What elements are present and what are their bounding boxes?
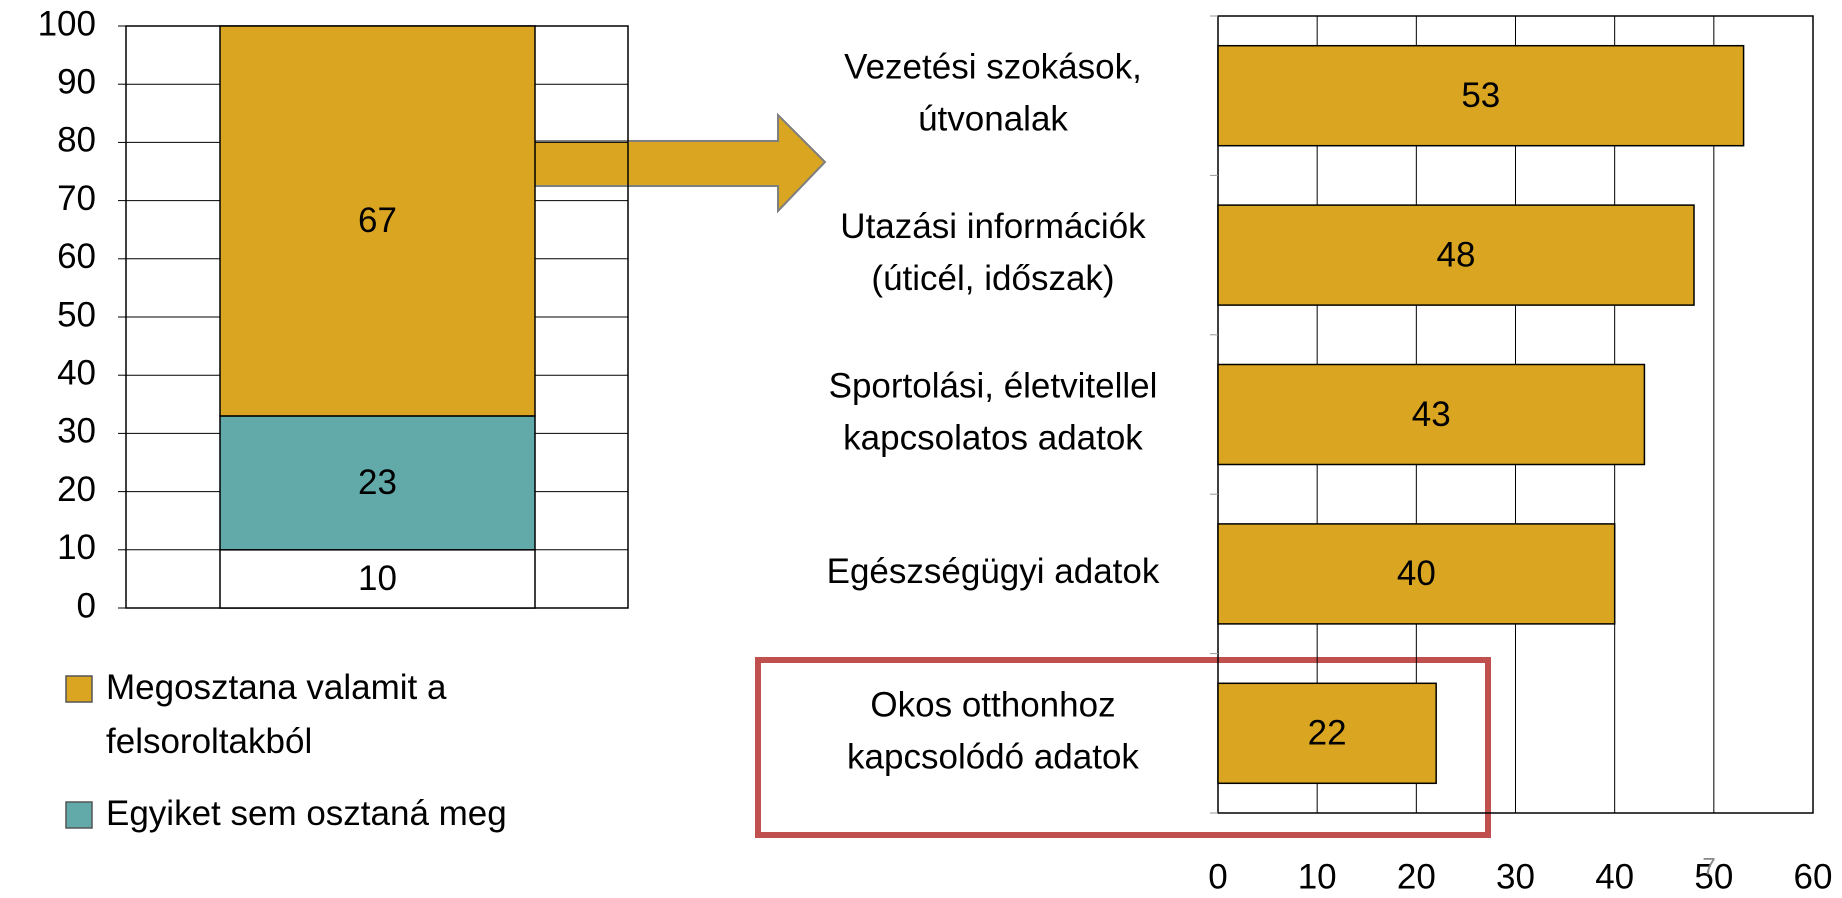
y-tick-label: 0 [77, 586, 96, 625]
category-label-line: (úticél, időszak) [871, 259, 1114, 298]
data-label: 22 [1308, 714, 1347, 753]
bar [1217, 44, 1745, 147]
y-tick-label: 10 [57, 528, 96, 567]
category-label: Okos otthonhoz kapcsolódó adatok [847, 686, 1139, 777]
bar [1217, 363, 1646, 466]
data-label: 43 [1412, 395, 1451, 434]
arrow [510, 112, 827, 214]
legend-label-line: Egyiket sem osztaná meg [106, 794, 507, 833]
data-label: 40 [1397, 554, 1436, 593]
x-tick-label: 20 [1397, 857, 1436, 896]
legend-label-line: Megosztana valamit a [106, 668, 447, 707]
legend-swatch [65, 801, 93, 829]
category-label: Egészségügyi adatok [827, 552, 1160, 591]
x-tick-label: 0 [1208, 857, 1227, 896]
category-label-line: Utazási információk [840, 207, 1146, 246]
y-tick-label: 70 [57, 179, 96, 218]
category-label-line: Egészségügyi adatok [827, 552, 1160, 591]
y-tick-label: 100 [38, 4, 96, 43]
legend-swatch [65, 675, 93, 703]
highlight-box [755, 657, 1491, 838]
x-tick-label: 60 [1794, 857, 1833, 896]
page-number: 7 [1702, 853, 1715, 880]
y-tick-label: 60 [57, 237, 96, 276]
y-tick-label: 20 [57, 470, 96, 509]
bar [1217, 682, 1437, 785]
category-label-line: Vezetési szokások, [844, 48, 1142, 87]
y-tick-label: 30 [57, 412, 96, 451]
category-label-line: kapcsolódó adatok [847, 738, 1139, 777]
y-tick-label: 40 [57, 353, 96, 392]
data-label: 48 [1437, 235, 1476, 274]
x-tick-label: 50 [1694, 857, 1733, 896]
data-label: 23 [358, 463, 397, 502]
legend-label: Megosztana valamit a felsoroltakból [106, 668, 447, 761]
bar-segment [219, 25, 536, 417]
category-label-line: Sportolási, életvitellel [829, 367, 1158, 406]
data-label: 67 [358, 201, 397, 240]
bar [1217, 204, 1695, 306]
y-tick-label: 80 [57, 121, 96, 160]
x-tick-label: 30 [1496, 857, 1535, 896]
category-label: Utazási információk (úticél, időszak) [840, 207, 1146, 298]
bar-segment [219, 549, 536, 609]
y-tick-label: 50 [57, 295, 96, 334]
category-label: Sportolási, életvitellel kapcsolatos adat… [829, 367, 1158, 458]
data-label: 10 [358, 559, 397, 598]
bar [1217, 523, 1616, 625]
category-label-line: kapcsolatos adatok [843, 419, 1143, 458]
category-label-line: Okos otthonhoz [870, 686, 1115, 725]
x-tick-label: 10 [1298, 857, 1337, 896]
y-tick-label: 90 [57, 62, 96, 101]
data-label: 53 [1461, 76, 1500, 115]
category-label: Vezetési szokások, útvonalak [844, 48, 1142, 139]
category-label-line: útvonalak [918, 100, 1068, 139]
bar-segment [219, 415, 536, 551]
legend-label-line: felsoroltakból [106, 722, 312, 761]
legend-label: Egyiket sem osztaná meg [106, 794, 507, 833]
x-tick-label: 40 [1595, 857, 1634, 896]
